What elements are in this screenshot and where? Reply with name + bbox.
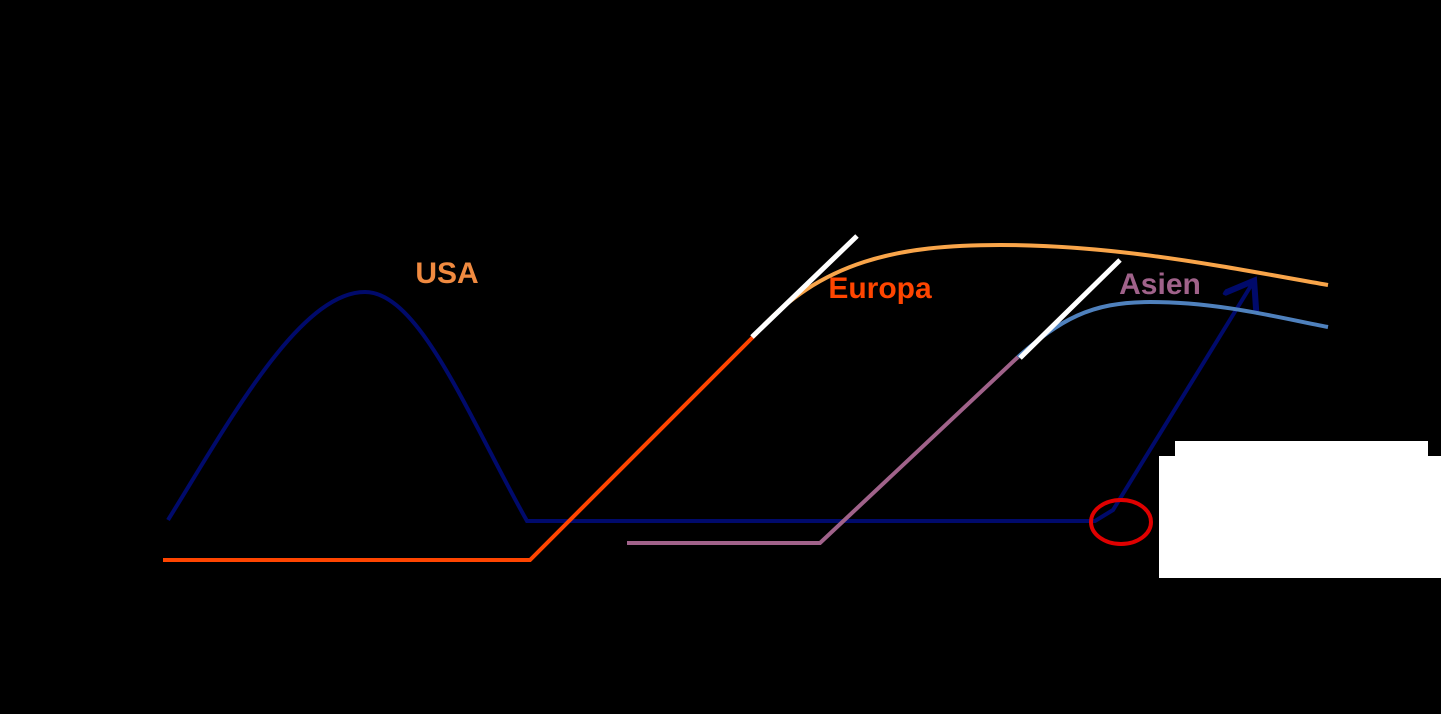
usa-label: USA [415,257,478,290]
asien-curve [1016,299,1329,359]
asien-marker [1018,258,1122,360]
note-box [1159,441,1441,578]
europa-line [163,333,757,562]
europa-label: Europa [828,272,932,305]
asien-line [627,355,1020,545]
highlight-circle [1089,498,1153,546]
europa-curve [753,242,1329,337]
usa-curve [166,284,1252,523]
asien-label: Asien [1119,268,1201,301]
europa-marker [750,234,859,339]
